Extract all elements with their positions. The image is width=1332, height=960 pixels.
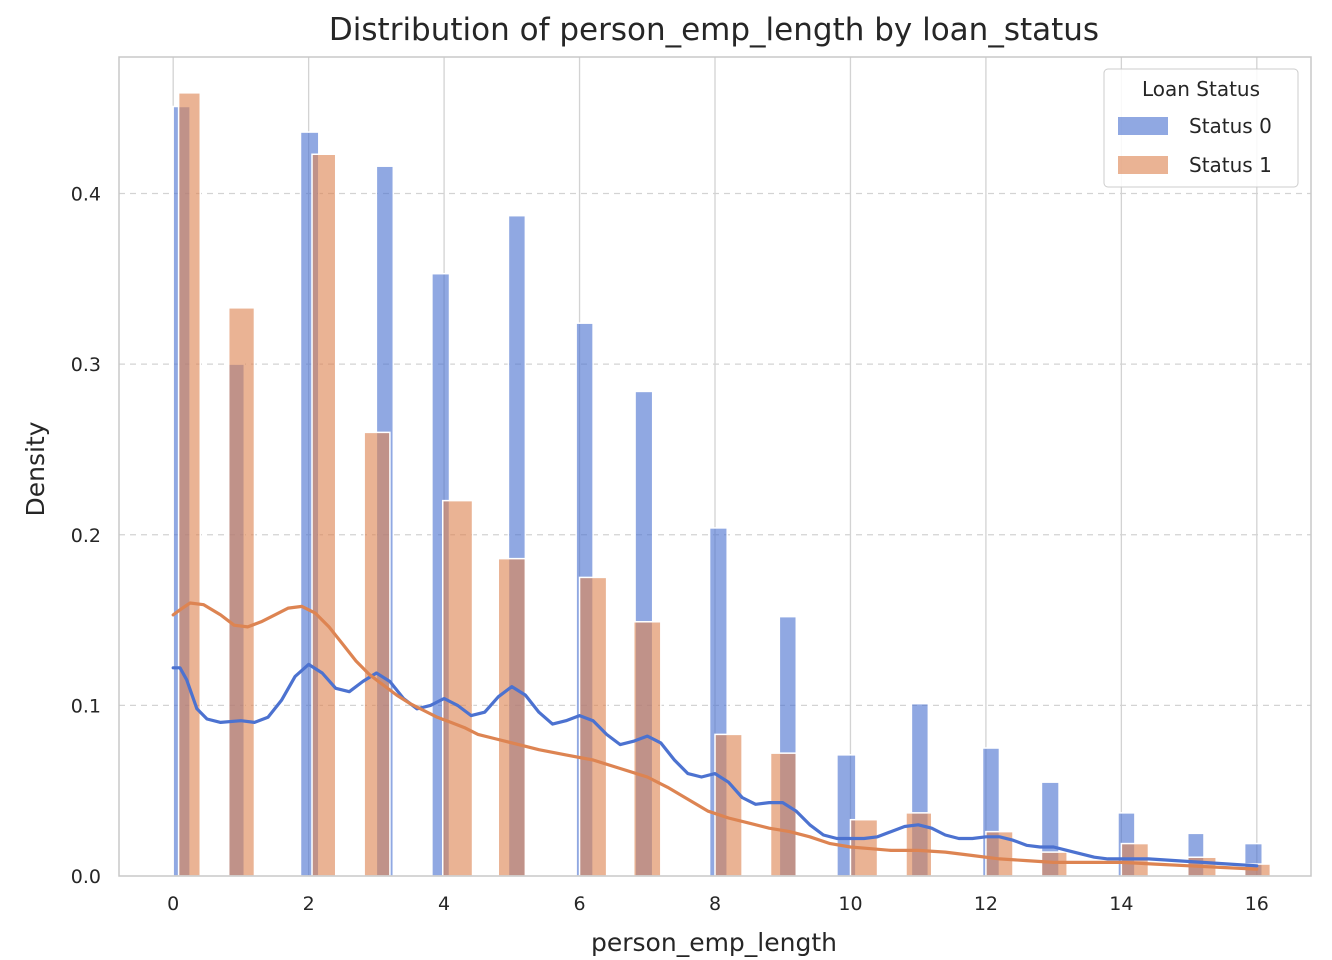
legend-title: Loan Status — [1142, 77, 1260, 101]
y-tick-label: 0.3 — [71, 354, 101, 376]
x-tick-label: 10 — [838, 893, 862, 915]
legend-swatch-status-1 — [1118, 156, 1168, 174]
kde-layer — [171, 601, 1259, 871]
y-tick-label: 0.0 — [71, 866, 101, 888]
x-tick-label: 4 — [438, 893, 450, 915]
x-tick-label: 2 — [303, 893, 315, 915]
status-1-bar — [363, 431, 391, 877]
status-1-bar — [227, 307, 256, 877]
status-1-bar — [769, 752, 798, 877]
y-axis-ticks: 0.0 0.1 0.2 0.3 0.4 — [71, 184, 101, 889]
plot-frame — [118, 56, 1312, 877]
legend: Loan Status Status 0 Status 1 — [1103, 68, 1299, 188]
status-1-bars — [177, 92, 1272, 877]
legend-label-status-1: Status 1 — [1189, 153, 1272, 177]
status-1-bar — [311, 153, 337, 877]
chart-title: Distribution of person_emp_length by loa… — [329, 12, 1099, 48]
y-tick-label: 0.2 — [71, 525, 101, 547]
x-tick-label: 16 — [1245, 893, 1269, 915]
y-axis-label: Density — [21, 421, 50, 516]
status-1-bar — [497, 557, 527, 877]
status-1-bar — [177, 92, 202, 877]
status-1-bar — [632, 621, 662, 877]
legend-swatch-status-0 — [1118, 117, 1168, 135]
x-tick-label: 8 — [709, 893, 721, 915]
status-1-bar — [1040, 851, 1068, 877]
x-axis-label: person_emp_length — [591, 928, 837, 957]
status-1-bar — [714, 733, 743, 877]
status-1-kde-line — [171, 601, 1259, 871]
status-1-bar — [905, 812, 933, 877]
status-1-bar — [441, 499, 474, 877]
x-tick-label: 12 — [974, 893, 998, 915]
y-tick-label: 0.1 — [71, 695, 101, 717]
x-tick-label: 0 — [167, 893, 179, 915]
x-tick-label: 6 — [573, 893, 585, 915]
y-tick-label: 0.4 — [71, 184, 101, 206]
x-axis-ticks: 0 2 4 6 8 10 12 14 16 — [167, 893, 1269, 915]
x-tick-label: 14 — [1109, 893, 1133, 915]
legend-label-status-0: Status 0 — [1189, 114, 1272, 138]
status-0-kde-line — [171, 662, 1259, 868]
status-1-bar — [578, 576, 608, 877]
